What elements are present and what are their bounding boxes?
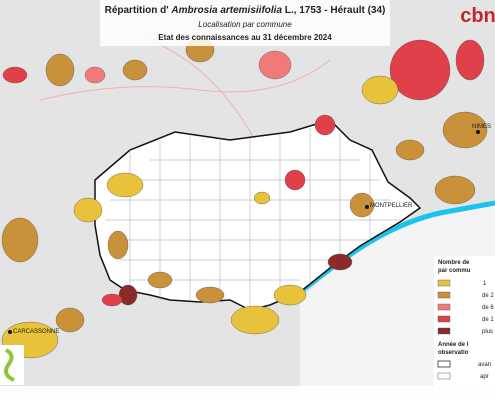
title-suffix: L., 1753 - Hérault (34) (285, 5, 386, 16)
credits-band (0, 386, 495, 400)
commune-grid (105, 128, 400, 310)
city-label: NIMES (472, 124, 491, 130)
legend-title: observatio (438, 350, 469, 356)
legend-swatch (437, 360, 451, 368)
legend: Nombre de par commu 1 de 2 de 6 de 1 plu… (434, 256, 495, 386)
legend-label: de 2 (482, 293, 494, 299)
city-label: MONTPELLIER (370, 203, 413, 209)
title: Répartition d' Ambrosia artemisiifolia L… (105, 5, 386, 16)
commune-records (1, 37, 488, 359)
legend-swatch (437, 303, 451, 311)
legend-swatch (437, 315, 451, 323)
title-prefix: Répartition d' (105, 5, 169, 16)
legend-swatch (437, 372, 451, 380)
legend-swatch (437, 327, 451, 335)
logo: cbn (460, 5, 495, 27)
city-dot (8, 330, 12, 334)
legend-title: Année de l (438, 342, 469, 348)
city-label: CARCASSONNE (13, 329, 59, 335)
city-dot (365, 205, 369, 209)
legend-label: 1 (483, 281, 487, 287)
title-panel (100, 0, 390, 46)
legend-label: de 1 (482, 317, 494, 323)
partner-logo-mark (4, 348, 15, 382)
legend-swatch (437, 279, 451, 287)
subtitle: Localisation par commune (198, 20, 292, 29)
title-species: Ambrosia artemisiifolia (170, 5, 282, 16)
date: Etat des connaissances au 31 décembre 20… (158, 33, 332, 42)
legend-label: de 6 (482, 305, 494, 311)
river (39, 59, 331, 101)
legend-label: plus (482, 329, 493, 335)
legend-title: Nombre de (438, 260, 470, 266)
legend-label: apr (480, 374, 489, 380)
river (149, 39, 261, 151)
legend-title: par commu (438, 268, 471, 274)
legend-label: avan (478, 362, 491, 368)
legend-swatch (437, 291, 451, 299)
city-dot (476, 130, 480, 134)
